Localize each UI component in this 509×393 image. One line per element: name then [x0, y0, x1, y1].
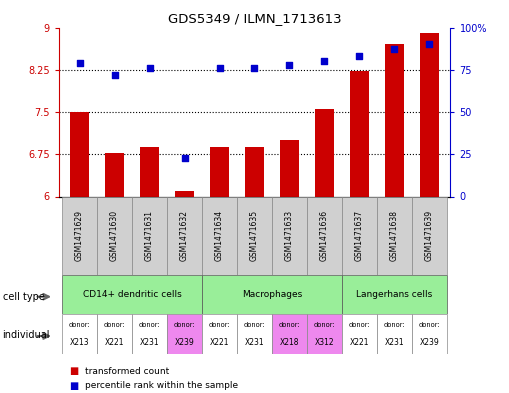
Text: X221: X221	[105, 338, 124, 347]
Text: GSM1471629: GSM1471629	[75, 210, 84, 261]
Bar	[62, 196, 97, 275]
Bar	[385, 44, 404, 196]
Title: GDS5349 / ILMN_1713613: GDS5349 / ILMN_1713613	[167, 12, 342, 25]
Bar	[342, 196, 377, 275]
Text: GSM1471637: GSM1471637	[355, 210, 364, 261]
Text: GSM1471634: GSM1471634	[215, 210, 224, 261]
Point	[426, 41, 434, 48]
Bar	[237, 314, 272, 354]
Bar	[132, 314, 167, 354]
Bar	[377, 196, 412, 275]
Bar	[140, 147, 159, 196]
Bar	[167, 196, 202, 275]
Text: donor:: donor:	[209, 322, 230, 329]
Text: Macrophages: Macrophages	[242, 290, 302, 299]
Text: ■: ■	[69, 366, 78, 376]
Text: donor:: donor:	[419, 322, 440, 329]
Text: X221: X221	[350, 338, 369, 347]
Point	[110, 72, 119, 78]
Text: GSM1471632: GSM1471632	[180, 210, 189, 261]
Text: X213: X213	[70, 338, 90, 347]
Text: individual: individual	[3, 330, 50, 340]
Bar	[342, 275, 447, 314]
Point	[250, 65, 259, 71]
Bar	[280, 140, 299, 196]
Text: GSM1471633: GSM1471633	[285, 210, 294, 261]
Bar	[315, 109, 334, 196]
Text: donor:: donor:	[244, 322, 265, 329]
Text: donor:: donor:	[279, 322, 300, 329]
Bar	[307, 314, 342, 354]
Bar	[105, 152, 124, 196]
Point	[320, 58, 328, 64]
Bar	[377, 314, 412, 354]
Bar	[202, 196, 237, 275]
Point	[355, 53, 363, 59]
Text: transformed count: transformed count	[85, 367, 169, 376]
Bar	[272, 196, 307, 275]
Bar	[412, 196, 447, 275]
Bar	[272, 314, 307, 354]
Text: CD14+ dendritic cells: CD14+ dendritic cells	[82, 290, 181, 299]
Point	[180, 154, 188, 161]
Text: percentile rank within the sample: percentile rank within the sample	[85, 382, 238, 390]
Text: donor:: donor:	[139, 322, 160, 329]
Text: X231: X231	[139, 338, 159, 347]
Text: GSM1471638: GSM1471638	[390, 210, 399, 261]
Bar	[202, 275, 342, 314]
Text: donor:: donor:	[69, 322, 90, 329]
Point	[390, 46, 399, 53]
Text: donor:: donor:	[349, 322, 370, 329]
Text: GSM1471636: GSM1471636	[320, 210, 329, 261]
Text: donor:: donor:	[174, 322, 195, 329]
Point	[215, 65, 223, 71]
Text: ■: ■	[69, 381, 78, 391]
Bar	[342, 314, 377, 354]
Text: donor:: donor:	[104, 322, 125, 329]
Text: X231: X231	[385, 338, 404, 347]
Bar	[97, 314, 132, 354]
Bar	[350, 72, 369, 196]
Text: GSM1471631: GSM1471631	[145, 210, 154, 261]
Bar	[97, 196, 132, 275]
Bar	[307, 196, 342, 275]
Point	[286, 62, 294, 68]
Bar	[420, 33, 439, 196]
Bar	[175, 191, 194, 196]
Text: donor:: donor:	[314, 322, 335, 329]
Bar	[62, 275, 202, 314]
Bar	[237, 196, 272, 275]
Point	[75, 60, 83, 66]
Bar	[62, 314, 97, 354]
Text: X231: X231	[245, 338, 264, 347]
Text: donor:: donor:	[384, 322, 405, 329]
Bar	[70, 112, 89, 196]
Bar	[245, 147, 264, 196]
Text: cell type: cell type	[3, 292, 44, 302]
Text: X239: X239	[419, 338, 439, 347]
Text: X312: X312	[315, 338, 334, 347]
Text: X239: X239	[175, 338, 194, 347]
Text: X221: X221	[210, 338, 229, 347]
Text: GSM1471635: GSM1471635	[250, 210, 259, 261]
Text: GSM1471630: GSM1471630	[110, 210, 119, 261]
Text: X218: X218	[280, 338, 299, 347]
Bar	[210, 147, 229, 196]
Text: GSM1471639: GSM1471639	[425, 210, 434, 261]
Bar	[412, 314, 447, 354]
Bar	[202, 314, 237, 354]
Bar	[167, 314, 202, 354]
Point	[146, 65, 154, 71]
Text: Langerhans cells: Langerhans cells	[356, 290, 433, 299]
Bar	[132, 196, 167, 275]
